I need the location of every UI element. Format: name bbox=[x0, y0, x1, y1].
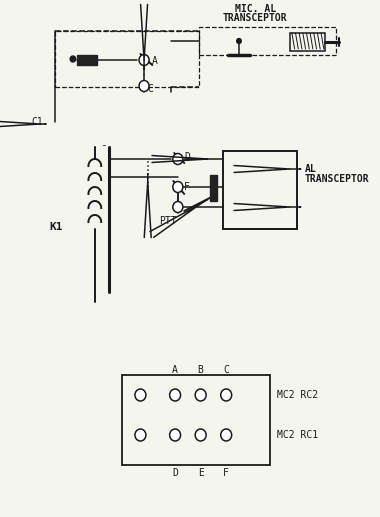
Circle shape bbox=[173, 202, 183, 212]
Text: AL: AL bbox=[305, 164, 317, 174]
Text: -: - bbox=[100, 140, 107, 150]
Circle shape bbox=[195, 429, 206, 441]
Circle shape bbox=[139, 81, 149, 92]
Bar bbox=[76, 55, 97, 65]
Text: C1: C1 bbox=[31, 117, 43, 127]
Circle shape bbox=[237, 38, 241, 43]
Bar bbox=[55, 31, 199, 87]
Text: A: A bbox=[151, 56, 157, 66]
Circle shape bbox=[221, 429, 232, 441]
Circle shape bbox=[169, 389, 180, 401]
Text: A: A bbox=[172, 365, 178, 375]
Circle shape bbox=[195, 389, 206, 401]
Bar bbox=[290, 33, 325, 51]
Circle shape bbox=[135, 389, 146, 401]
Text: TRANSCEPTOR: TRANSCEPTOR bbox=[223, 13, 288, 23]
Circle shape bbox=[135, 429, 146, 441]
Text: D: D bbox=[184, 152, 190, 162]
Circle shape bbox=[173, 154, 183, 164]
Circle shape bbox=[139, 54, 149, 66]
Circle shape bbox=[173, 181, 183, 192]
Text: MIC. AL: MIC. AL bbox=[235, 4, 276, 14]
Text: MC2 RC2: MC2 RC2 bbox=[277, 390, 318, 400]
Circle shape bbox=[221, 389, 232, 401]
Text: K1: K1 bbox=[49, 222, 63, 232]
Text: F: F bbox=[184, 182, 190, 192]
Text: F: F bbox=[223, 468, 229, 478]
Bar bbox=[199, 27, 336, 55]
Bar bbox=[223, 151, 298, 229]
Circle shape bbox=[70, 56, 76, 62]
Text: C: C bbox=[148, 84, 154, 94]
Text: MC2 RC1: MC2 RC1 bbox=[277, 430, 318, 440]
Text: E: E bbox=[198, 468, 204, 478]
Circle shape bbox=[169, 429, 180, 441]
Text: TRANSCEPTOR: TRANSCEPTOR bbox=[305, 174, 369, 184]
Text: C: C bbox=[223, 365, 229, 375]
Text: B: B bbox=[198, 365, 204, 375]
Bar bbox=[122, 375, 270, 465]
Bar bbox=[210, 175, 217, 201]
Text: PTT: PTT bbox=[159, 216, 177, 226]
Text: D: D bbox=[172, 468, 178, 478]
